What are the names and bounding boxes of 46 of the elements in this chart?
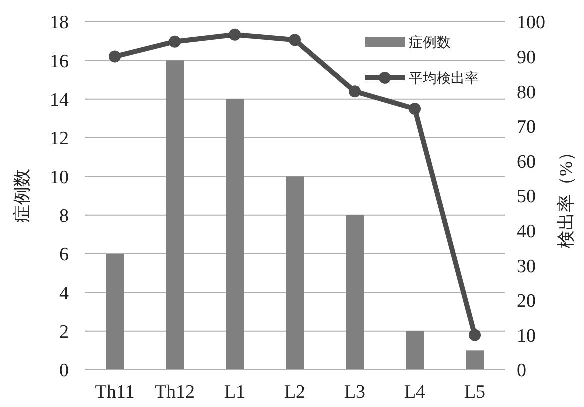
x-tick-label: L4 [404, 382, 426, 403]
y-tick-label: 12 [50, 128, 69, 150]
point [349, 86, 361, 98]
y2-tick-label: 10 [517, 326, 536, 347]
y2-tick-label: 100 [517, 12, 546, 34]
legend-label: 症例数 [409, 34, 451, 51]
bar [346, 215, 364, 370]
bar [406, 331, 424, 370]
x-tick-label: L2 [284, 382, 306, 403]
y-tick-label: 6 [60, 244, 69, 266]
y2-tick-label: 80 [517, 82, 536, 104]
bar [106, 254, 124, 370]
x-tick-label: Th12 [154, 382, 196, 403]
x-tick-label: L3 [344, 382, 366, 403]
y2-axis-title: 検出率（%） [556, 144, 576, 248]
x-tick-label: L1 [224, 382, 246, 403]
point [469, 329, 481, 342]
y2-tick-label: 60 [517, 152, 536, 173]
y2-tick-label: 20 [517, 291, 536, 312]
bar [166, 60, 184, 370]
y2-tick-label: 90 [517, 47, 536, 68]
point [229, 28, 241, 41]
bar [286, 176, 304, 370]
point [289, 34, 301, 46]
y-tick-label: 4 [60, 283, 70, 304]
y-tick-label: 16 [50, 51, 69, 72]
y-tick-label: 8 [60, 206, 69, 227]
x-tick-label: Th11 [95, 382, 135, 403]
x-tick-label: L5 [464, 382, 486, 403]
legend-label: 平均検出率 [409, 70, 479, 87]
y2-tick-label: 70 [517, 117, 536, 138]
bar [226, 99, 244, 370]
y-axis-title: 症例数 [12, 169, 32, 223]
y-tick-label: 18 [50, 12, 69, 34]
y2-tick-label: 40 [517, 221, 536, 242]
y-tick-label: 14 [50, 90, 70, 111]
y-tick-label: 0 [60, 360, 69, 382]
y2-tick-label: 30 [517, 256, 536, 278]
y-tick-label: 10 [50, 167, 69, 188]
y2-tick-label: 0 [517, 360, 526, 382]
point [169, 36, 181, 48]
bar [466, 350, 484, 370]
y-tick-label: 2 [60, 322, 69, 343]
point [409, 103, 421, 115]
y2-tick-label: 50 [517, 186, 536, 208]
point [109, 50, 121, 63]
